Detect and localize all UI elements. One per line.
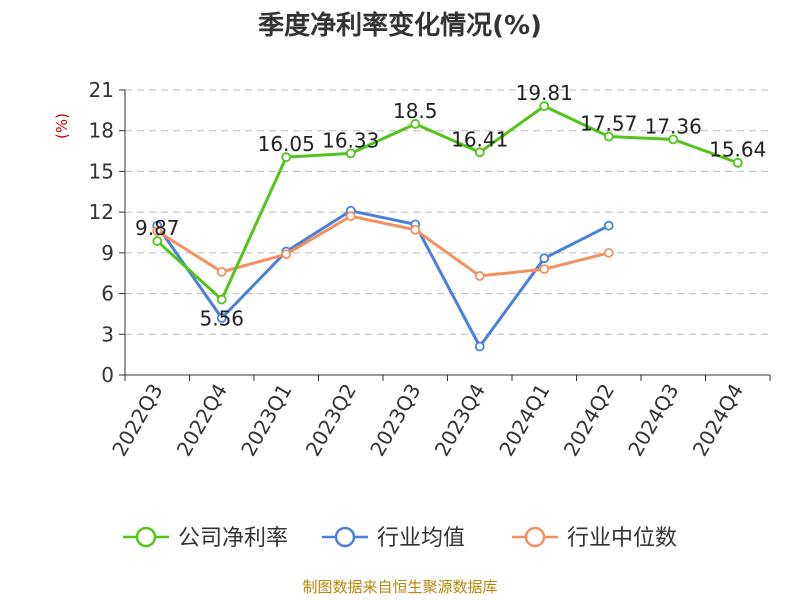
legend-marker (524, 526, 546, 548)
x-tick-label: 2024Q2 (559, 380, 619, 461)
x-tick-label: 2023Q3 (365, 380, 425, 461)
y-tick-label: 9 (101, 241, 114, 265)
y-tick-label: 6 (101, 282, 114, 306)
data-label: 16.33 (322, 128, 379, 152)
data-point (410, 224, 421, 235)
data-label: 9.87 (135, 216, 180, 240)
data-point (152, 226, 163, 237)
data-label: 18.5 (393, 99, 438, 123)
data-point (603, 247, 614, 258)
data-point (410, 119, 421, 129)
legend-marker (135, 526, 157, 548)
chart-title: 季度净利率变化情况(%) (258, 10, 542, 41)
series-group (152, 101, 743, 352)
data-point (732, 157, 743, 168)
data-point (539, 264, 550, 275)
legend-item-0: 公司净利率 (123, 526, 288, 551)
data-point (216, 294, 227, 305)
y-axis-unit: (%) (53, 113, 71, 139)
data-point (474, 341, 485, 352)
series-1 (152, 205, 614, 352)
x-tick-label: 2024Q4 (688, 380, 748, 461)
data-point (474, 271, 485, 281)
data-point (474, 147, 485, 158)
data-point (668, 134, 679, 145)
data-label: 16.05 (258, 132, 315, 156)
x-tick-label: 2022Q3 (107, 380, 167, 461)
series-line (156, 214, 610, 278)
y-tick-label: 0 (101, 363, 114, 387)
data-point (539, 101, 550, 112)
data-point (603, 220, 614, 231)
data-point (281, 249, 292, 260)
series-line (156, 104, 739, 302)
data-label: 15.64 (709, 138, 766, 162)
series-line (156, 209, 610, 348)
data-point (281, 152, 292, 163)
legend-item-1: 行业均值 (322, 526, 465, 551)
legend-label: 公司净利率 (178, 526, 288, 551)
data-point (345, 148, 356, 159)
x-tick-label: 2024Q3 (623, 380, 683, 461)
x-tick-label: 2022Q4 (172, 380, 232, 461)
y-tick-label: 12 (89, 200, 114, 224)
y-tick-label: 21 (89, 78, 114, 102)
legend: 公司净利率 行业均值 行业中位数 (123, 526, 677, 551)
data-label: 17.57 (580, 112, 637, 136)
source-note: 制图数据来自恒生聚源数据库 (302, 578, 497, 596)
series-2 (152, 211, 614, 281)
x-tick-label: 2023Q2 (301, 380, 361, 461)
x-tick-labels: 2022Q3 2022Q4 2023Q1 2023Q2 2023Q3 2023Q4 2024… (107, 380, 748, 461)
data-point (216, 266, 227, 277)
data-label: 16.41 (451, 127, 508, 151)
data-point (345, 211, 356, 222)
data-label: 17.36 (645, 114, 702, 138)
x-tick-label: 2024Q1 (494, 380, 554, 461)
series-0 (152, 101, 743, 305)
axes (119, 89, 771, 381)
data-labels: 9.87 5.56 16.05 16.33 18.5 16.41 19.81 17.57 17.… (135, 81, 766, 330)
legend-marker (334, 526, 356, 548)
data-point (603, 131, 614, 142)
y-tick-label: 3 (101, 322, 114, 346)
legend-item-2: 行业中位数 (512, 526, 677, 551)
y-tick-label: 15 (89, 159, 114, 183)
y-tick-label: 18 (89, 119, 114, 143)
x-tick-label: 2023Q4 (430, 380, 490, 461)
legend-label: 行业中位数 (567, 526, 677, 551)
legend-label: 行业均值 (377, 526, 465, 551)
data-point (539, 253, 550, 264)
data-label: 5.56 (199, 307, 244, 331)
data-point (152, 236, 163, 246)
data-label: 19.81 (516, 81, 573, 105)
x-tick-label: 2023Q1 (236, 380, 296, 461)
data-point (216, 313, 227, 323)
y-tick-labels: 0 3 6 9 12 15 18 21 (89, 78, 114, 387)
